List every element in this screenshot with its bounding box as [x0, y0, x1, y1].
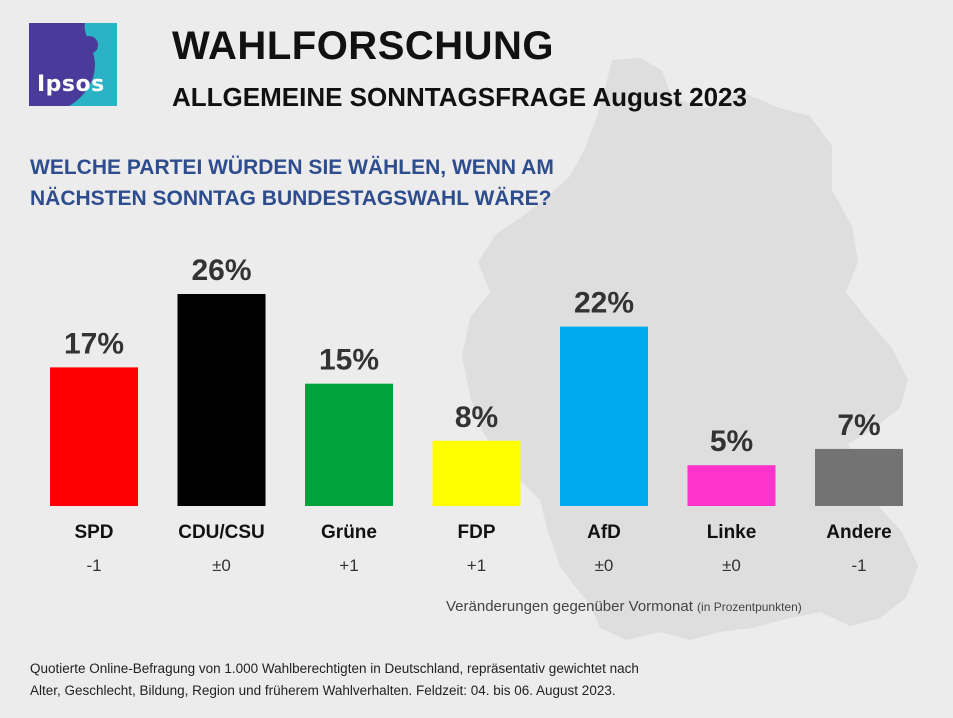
bar-value-label: 8%	[455, 401, 498, 434]
page-title: WAHLFORSCHUNG	[172, 24, 555, 68]
category-label: FDP	[458, 522, 496, 543]
page-subtitle: ALLGEMEINE SONNTAGSFRAGE August 2023	[172, 82, 747, 112]
ipsos-logo-mark	[69, 23, 117, 106]
change-label: ±0	[212, 556, 231, 575]
methodology-line1: Quotierte Online-Befragung von 1.000 Wah…	[30, 661, 639, 676]
change-label: -1	[851, 556, 866, 575]
category-label: AfD	[587, 522, 621, 543]
bar-value-label: 26%	[191, 254, 251, 287]
survey-question-line1: WELCHE PARTEI WÜRDEN SIE WÄHLEN, WENN AM	[30, 156, 554, 179]
change-label: +1	[467, 556, 486, 575]
category-label: Grüne	[321, 522, 377, 543]
survey-question: WELCHE PARTEI WÜRDEN SIE WÄHLEN, WENN AM…	[30, 152, 554, 214]
changes-unit: (in Prozentpunkten)	[697, 600, 802, 614]
category-label: Linke	[707, 522, 757, 543]
bar	[177, 294, 266, 506]
bar-value-label: 7%	[837, 409, 880, 442]
bar-value-label: 17%	[64, 327, 124, 360]
ipsos-logo: Ipsos	[29, 23, 117, 106]
change-label: +1	[339, 556, 358, 575]
bar	[560, 326, 648, 506]
change-label: -1	[86, 556, 101, 575]
category-label: Andere	[826, 522, 891, 543]
bar-value-label: 15%	[319, 344, 379, 377]
bar	[50, 367, 138, 506]
changes-footnote: Veränderungen gegenüber Vormonat (in Pro…	[446, 598, 802, 615]
bar	[305, 383, 393, 506]
bar	[687, 465, 776, 506]
change-label: ±0	[595, 556, 614, 575]
survey-question-line2: NÄCHSTEN SONNTAG BUNDESTAGSWAHL WÄRE?	[30, 187, 552, 210]
change-label: ±0	[722, 556, 741, 575]
category-label: SPD	[74, 522, 113, 543]
ipsos-logo-text: Ipsos	[37, 72, 105, 97]
changes-label: Veränderungen gegenüber Vormonat	[446, 598, 693, 615]
category-label: CDU/CSU	[178, 522, 265, 543]
bar-value-label: 5%	[710, 425, 753, 458]
methodology-line2: Alter, Geschlecht, Bildung, Region und f…	[30, 683, 616, 698]
methodology-note: Quotierte Online-Befragung von 1.000 Wah…	[30, 658, 930, 702]
bar-value-label: 22%	[574, 287, 634, 320]
bar	[815, 448, 903, 506]
bar	[432, 440, 521, 506]
